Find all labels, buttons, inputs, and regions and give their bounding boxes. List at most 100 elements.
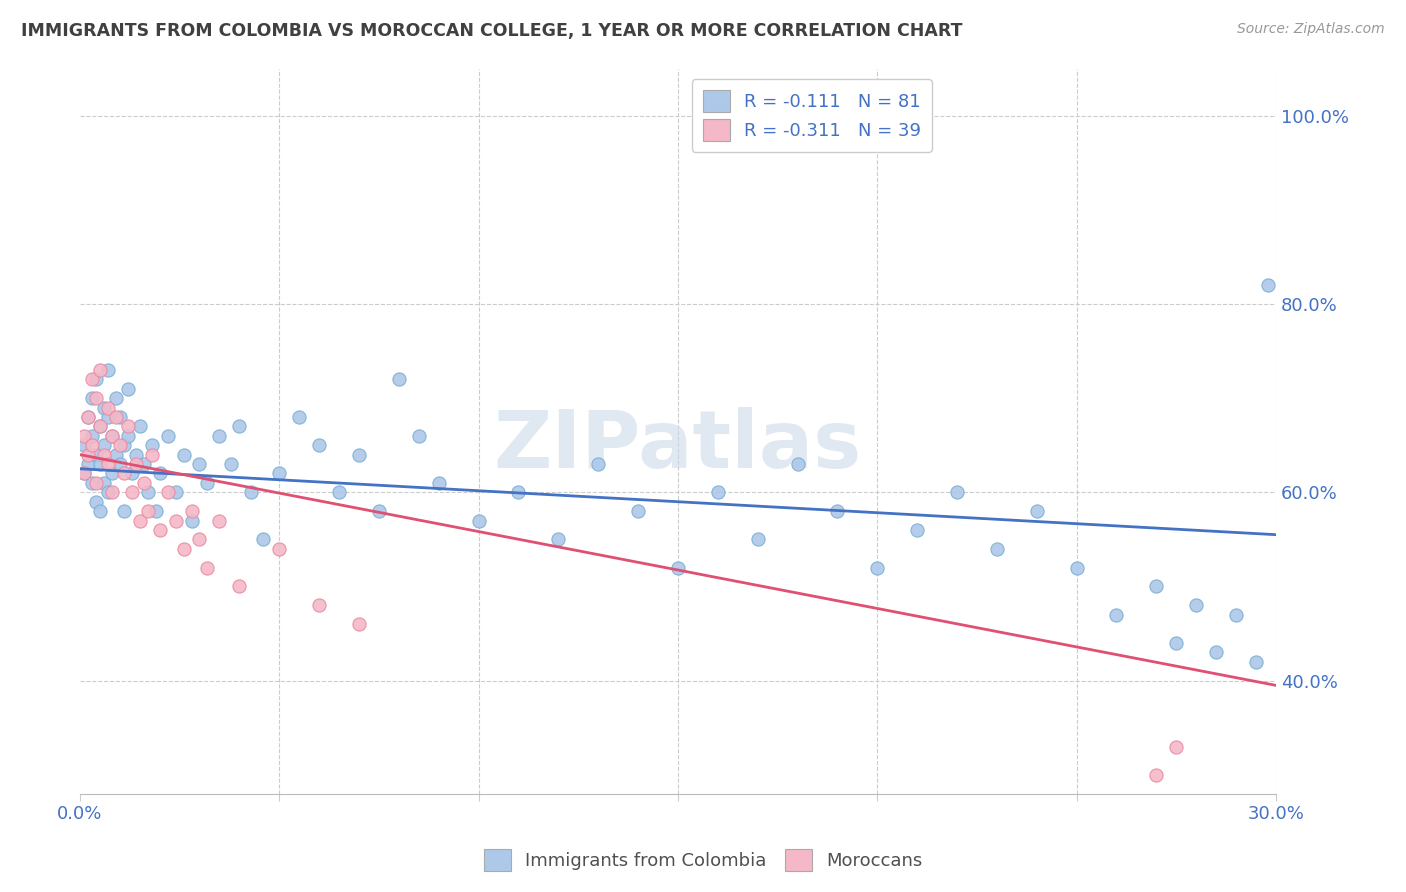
- Point: [128, 419, 150, 434]
- Point: [84, 391, 107, 405]
- Point: [347, 617, 370, 632]
- Point: [84, 448, 107, 462]
- Point: [108, 457, 131, 471]
- Point: [1144, 579, 1167, 593]
- Point: [627, 504, 650, 518]
- Point: [1225, 607, 1247, 622]
- Point: [173, 541, 195, 556]
- Point: [93, 448, 115, 462]
- Point: [165, 485, 187, 500]
- Point: [108, 409, 131, 424]
- Point: [180, 504, 202, 518]
- Point: [141, 448, 163, 462]
- Point: [197, 475, 219, 490]
- Point: [666, 560, 689, 574]
- Point: [76, 448, 98, 462]
- Point: [121, 467, 143, 481]
- Point: [93, 401, 115, 415]
- Point: [97, 409, 120, 424]
- Point: [208, 514, 231, 528]
- Point: [100, 467, 122, 481]
- Point: [100, 485, 122, 500]
- Point: [252, 533, 274, 547]
- Point: [89, 504, 111, 518]
- Point: [149, 467, 172, 481]
- Point: [156, 429, 179, 443]
- Point: [1166, 636, 1188, 650]
- Point: [93, 438, 115, 452]
- Point: [97, 457, 120, 471]
- Point: [84, 475, 107, 490]
- Point: [288, 409, 311, 424]
- Point: [104, 448, 127, 462]
- Point: [308, 438, 330, 452]
- Point: [347, 448, 370, 462]
- Point: [108, 438, 131, 452]
- Point: [1205, 645, 1227, 659]
- Point: [104, 391, 127, 405]
- Point: [76, 457, 98, 471]
- Point: [173, 448, 195, 462]
- Point: [827, 504, 849, 518]
- Point: [180, 514, 202, 528]
- Point: [89, 419, 111, 434]
- Legend: R = -0.111   N = 81, R = -0.311   N = 39: R = -0.111 N = 81, R = -0.311 N = 39: [692, 79, 932, 152]
- Point: [100, 429, 122, 443]
- Point: [1066, 560, 1088, 574]
- Point: [76, 409, 98, 424]
- Point: [1185, 599, 1208, 613]
- Point: [547, 533, 569, 547]
- Point: [866, 560, 889, 574]
- Point: [427, 475, 450, 490]
- Point: [1025, 504, 1047, 518]
- Point: [89, 457, 111, 471]
- Point: [84, 494, 107, 508]
- Point: [121, 485, 143, 500]
- Point: [112, 438, 135, 452]
- Point: [97, 485, 120, 500]
- Point: [141, 438, 163, 452]
- Point: [73, 438, 96, 452]
- Point: [80, 438, 103, 452]
- Point: [80, 475, 103, 490]
- Point: [73, 467, 96, 481]
- Point: [125, 448, 148, 462]
- Point: [97, 363, 120, 377]
- Point: [208, 429, 231, 443]
- Point: [228, 579, 250, 593]
- Point: [508, 485, 530, 500]
- Point: [786, 457, 808, 471]
- Point: [76, 409, 98, 424]
- Point: [986, 541, 1008, 556]
- Point: [112, 467, 135, 481]
- Point: [117, 382, 139, 396]
- Point: [104, 409, 127, 424]
- Point: [93, 475, 115, 490]
- Point: [188, 457, 211, 471]
- Text: Source: ZipAtlas.com: Source: ZipAtlas.com: [1237, 22, 1385, 37]
- Point: [367, 504, 389, 518]
- Point: [117, 419, 139, 434]
- Point: [128, 514, 150, 528]
- Point: [467, 514, 489, 528]
- Point: [1144, 768, 1167, 782]
- Point: [707, 485, 730, 500]
- Point: [308, 599, 330, 613]
- Point: [80, 372, 103, 386]
- Point: [188, 533, 211, 547]
- Text: IMMIGRANTS FROM COLOMBIA VS MOROCCAN COLLEGE, 1 YEAR OR MORE CORRELATION CHART: IMMIGRANTS FROM COLOMBIA VS MOROCCAN COL…: [21, 22, 963, 40]
- Point: [1166, 739, 1188, 754]
- Point: [197, 560, 219, 574]
- Point: [97, 401, 120, 415]
- Point: [145, 504, 167, 518]
- Point: [240, 485, 263, 500]
- Point: [388, 372, 411, 386]
- Point: [89, 363, 111, 377]
- Point: [73, 429, 96, 443]
- Point: [1105, 607, 1128, 622]
- Point: [132, 475, 155, 490]
- Point: [221, 457, 243, 471]
- Point: [1244, 655, 1267, 669]
- Legend: Immigrants from Colombia, Moroccans: Immigrants from Colombia, Moroccans: [477, 842, 929, 879]
- Point: [136, 485, 159, 500]
